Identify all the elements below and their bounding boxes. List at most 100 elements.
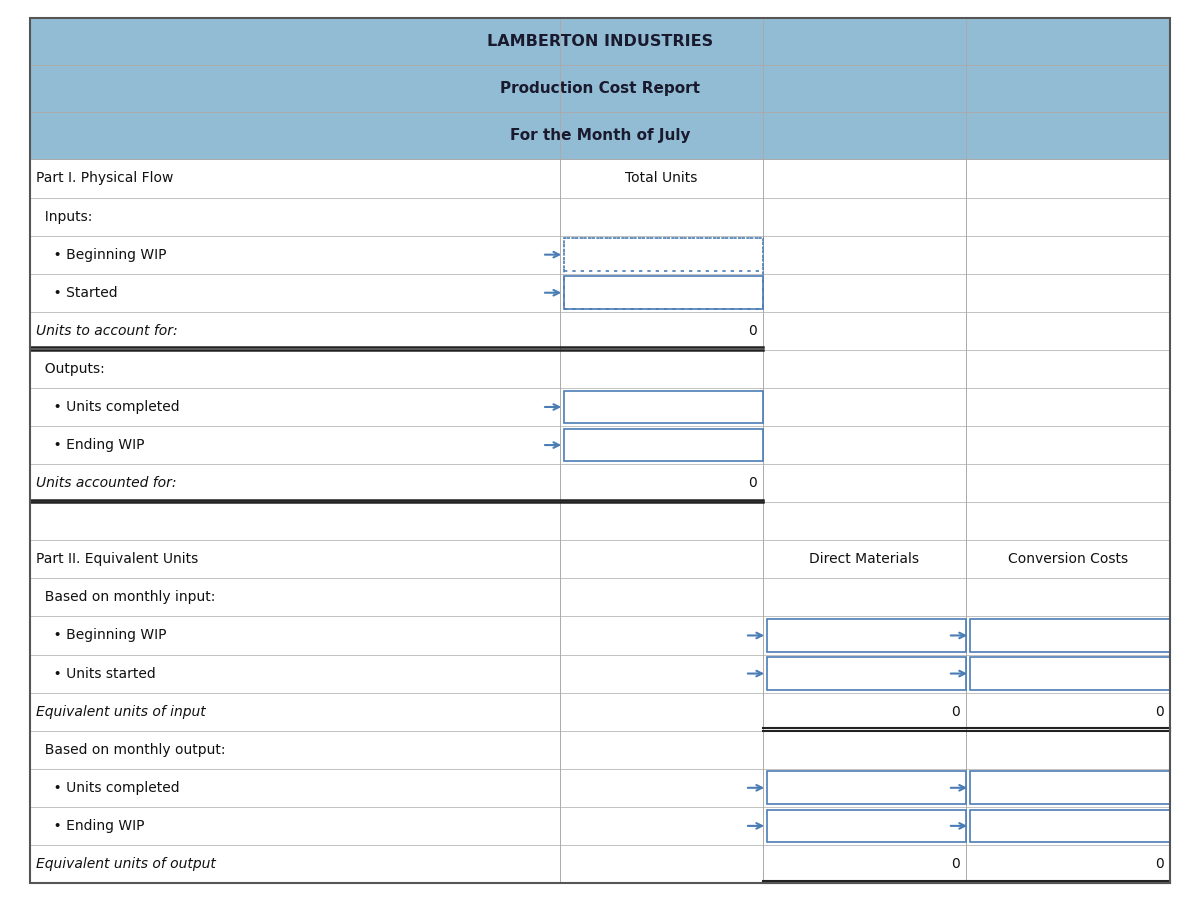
Bar <box>966 426 1170 464</box>
Text: • Beginning WIP: • Beginning WIP <box>36 248 167 262</box>
Bar <box>560 617 763 655</box>
Text: 0: 0 <box>952 705 960 718</box>
Bar <box>767 657 966 690</box>
Bar <box>30 578 560 617</box>
Bar <box>560 693 763 731</box>
Bar <box>966 540 1170 578</box>
Text: Part II. Equivalent Units: Part II. Equivalent Units <box>36 552 198 567</box>
Bar <box>966 464 1170 502</box>
Bar <box>564 238 763 309</box>
Bar <box>30 18 1170 65</box>
Bar <box>30 311 560 350</box>
Text: Based on monthly output:: Based on monthly output: <box>36 743 226 756</box>
Text: • Units started: • Units started <box>36 666 156 681</box>
Bar <box>763 160 966 198</box>
Bar <box>30 655 560 693</box>
Bar <box>560 198 763 235</box>
Text: 0: 0 <box>1156 857 1164 871</box>
Bar <box>560 311 763 350</box>
Bar <box>30 160 560 198</box>
Bar <box>763 731 966 769</box>
Bar <box>763 693 966 731</box>
Bar <box>560 350 763 388</box>
Text: 0: 0 <box>952 857 960 871</box>
Bar <box>30 769 560 807</box>
Text: • Units completed: • Units completed <box>36 400 180 414</box>
Text: Direct Materials: Direct Materials <box>810 552 919 567</box>
Bar <box>560 388 763 426</box>
Bar <box>966 807 1170 845</box>
Text: • Beginning WIP: • Beginning WIP <box>36 628 167 643</box>
Text: Conversion Costs: Conversion Costs <box>1008 552 1128 567</box>
Bar <box>763 235 966 273</box>
Bar <box>30 502 560 540</box>
Text: Equivalent units of output: Equivalent units of output <box>36 857 216 871</box>
Bar <box>30 540 560 578</box>
Bar <box>763 578 966 617</box>
Bar <box>763 807 966 845</box>
Bar <box>560 426 763 464</box>
Bar <box>970 657 1170 690</box>
Bar <box>30 235 560 273</box>
Text: Part I. Physical Flow: Part I. Physical Flow <box>36 172 173 185</box>
Bar <box>30 693 560 731</box>
Bar <box>560 160 763 198</box>
Bar <box>966 502 1170 540</box>
Bar <box>560 655 763 693</box>
Bar <box>966 655 1170 693</box>
Bar <box>966 693 1170 731</box>
Bar <box>763 388 966 426</box>
Bar <box>966 198 1170 235</box>
Text: Inputs:: Inputs: <box>36 210 92 223</box>
Bar <box>966 388 1170 426</box>
Text: For the Month of July: For the Month of July <box>510 128 690 143</box>
Text: 0: 0 <box>1156 705 1164 718</box>
Bar <box>30 845 560 883</box>
Bar <box>30 350 560 388</box>
Bar <box>763 502 966 540</box>
Text: Production Cost Report: Production Cost Report <box>500 81 700 96</box>
Bar <box>560 731 763 769</box>
Bar <box>30 731 560 769</box>
Bar <box>767 810 966 843</box>
Text: Equivalent units of input: Equivalent units of input <box>36 705 205 718</box>
Bar <box>970 772 1170 804</box>
Bar <box>970 810 1170 843</box>
Text: Total Units: Total Units <box>625 172 697 185</box>
Bar <box>30 464 560 502</box>
Bar <box>767 772 966 804</box>
Bar <box>763 655 966 693</box>
Bar <box>30 198 560 235</box>
Bar <box>966 578 1170 617</box>
Bar <box>763 464 966 502</box>
Bar <box>560 769 763 807</box>
Bar <box>763 540 966 578</box>
Bar <box>966 769 1170 807</box>
Bar <box>966 311 1170 350</box>
Bar <box>763 350 966 388</box>
Bar <box>763 769 966 807</box>
Text: • Units completed: • Units completed <box>36 781 180 794</box>
Bar <box>564 238 763 271</box>
Bar <box>30 273 560 311</box>
Bar <box>560 540 763 578</box>
Bar <box>560 502 763 540</box>
Text: Based on monthly input:: Based on monthly input: <box>36 590 215 605</box>
Bar <box>560 845 763 883</box>
Bar <box>30 113 1170 160</box>
Bar <box>966 273 1170 311</box>
Bar <box>763 426 966 464</box>
Bar <box>763 198 966 235</box>
Text: • Ending WIP: • Ending WIP <box>36 819 144 833</box>
Bar <box>560 235 763 273</box>
Bar <box>30 807 560 845</box>
Bar <box>966 235 1170 273</box>
Bar <box>763 273 966 311</box>
Bar <box>30 617 560 655</box>
Text: Outputs:: Outputs: <box>36 362 104 376</box>
Bar <box>564 276 763 309</box>
Text: 0: 0 <box>749 324 757 338</box>
Bar <box>966 350 1170 388</box>
Bar <box>966 617 1170 655</box>
Bar <box>966 845 1170 883</box>
